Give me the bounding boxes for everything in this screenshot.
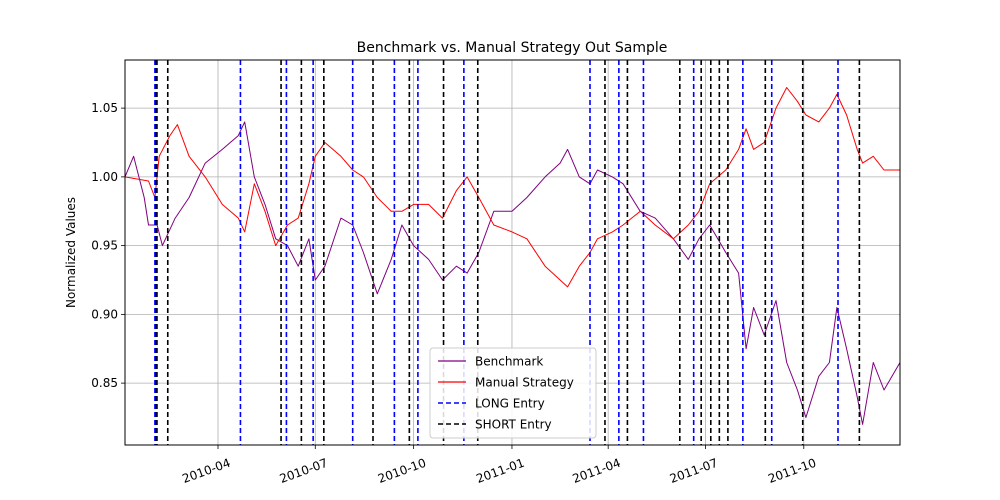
legend-label-long-entry: LONG Entry xyxy=(475,397,545,411)
plot-frame xyxy=(124,59,901,446)
legend-label-manual-strategy: Manual Strategy xyxy=(475,376,574,390)
y-axis: 0.85 0.90 0.95 1.00 1.05 xyxy=(91,101,125,390)
legend-label-benchmark: Benchmark xyxy=(475,355,543,369)
y-tick-label: 0.85 xyxy=(91,376,118,390)
legend: Benchmark Manual Strategy LONG Entry SHO… xyxy=(429,347,597,439)
entry-lines xyxy=(154,60,861,445)
legend-box xyxy=(429,347,597,439)
y-tick-label: 1.05 xyxy=(91,101,118,115)
series-line-manual-strategy xyxy=(124,87,900,288)
y-tick-label: 0.95 xyxy=(91,239,118,253)
chart-title: Benchmark vs. Manual Strategy Out Sample xyxy=(357,40,668,56)
series-layer xyxy=(124,87,901,425)
series-line-benchmark xyxy=(124,121,901,425)
legend-label-short-entry: SHORT Entry xyxy=(475,418,552,432)
y-axis-label: Normalized Values xyxy=(64,197,78,308)
y-tick-label: 1.00 xyxy=(91,170,118,184)
y-tick-label: 0.90 xyxy=(91,307,118,321)
